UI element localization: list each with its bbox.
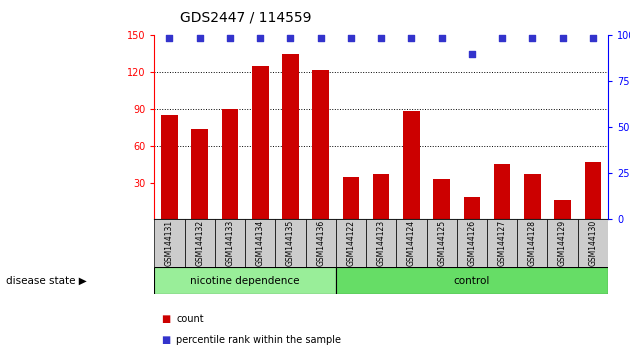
Bar [154,267,336,294]
Point [285,35,295,41]
Point [588,35,598,41]
Bar [366,219,396,267]
Point [376,35,386,41]
Bar [427,219,457,267]
Bar [252,66,268,219]
Text: nicotine dependence: nicotine dependence [190,275,300,286]
Point [164,35,175,41]
Bar [524,174,541,219]
Text: GSM144131: GSM144131 [165,220,174,267]
Bar [336,219,366,267]
Bar [343,177,359,219]
Bar [373,174,389,219]
Bar [517,219,547,267]
Point [195,35,205,41]
Point [437,35,447,41]
Bar [494,164,510,219]
Point [497,35,507,41]
Text: disease state ▶: disease state ▶ [6,275,87,286]
Text: ■: ■ [161,335,170,345]
Bar [464,198,480,219]
Bar [154,219,185,267]
Text: GSM144126: GSM144126 [467,220,476,267]
Point [255,35,265,41]
Text: control: control [454,275,490,286]
Text: count: count [176,314,204,324]
Bar [585,162,601,219]
Bar [185,219,215,267]
Bar [457,219,487,267]
Bar [578,219,608,267]
Bar [306,219,336,267]
Bar [336,267,608,294]
Point [527,35,537,41]
Text: GSM144127: GSM144127 [498,220,507,267]
Bar [312,70,329,219]
Point [406,35,416,41]
Text: GSM144133: GSM144133 [226,220,234,267]
Text: percentile rank within the sample: percentile rank within the sample [176,335,341,345]
Bar [161,115,178,219]
Bar [275,219,306,267]
Text: GSM144134: GSM144134 [256,220,265,267]
Text: GSM144124: GSM144124 [407,220,416,267]
Text: GSM144130: GSM144130 [588,220,597,267]
Text: GSM144125: GSM144125 [437,220,446,267]
Bar [547,219,578,267]
Text: GSM144136: GSM144136 [316,220,325,267]
Text: GSM144132: GSM144132 [195,220,204,267]
Text: GSM144122: GSM144122 [346,221,355,266]
Point [346,35,356,41]
Text: GSM144128: GSM144128 [528,221,537,266]
Point [558,35,568,41]
Bar [192,129,208,219]
Bar [396,219,427,267]
Bar [433,179,450,219]
Bar [222,109,238,219]
Bar [245,219,275,267]
Point [467,51,477,57]
Bar [282,54,299,219]
Point [316,35,326,41]
Text: GSM144123: GSM144123 [377,220,386,267]
Bar [215,219,245,267]
Text: ■: ■ [161,314,170,324]
Point [225,35,235,41]
Bar [554,200,571,219]
Text: GSM144135: GSM144135 [286,220,295,267]
Bar [403,112,420,219]
Bar [487,219,517,267]
Text: GDS2447 / 114559: GDS2447 / 114559 [180,11,311,25]
Text: GSM144129: GSM144129 [558,220,567,267]
